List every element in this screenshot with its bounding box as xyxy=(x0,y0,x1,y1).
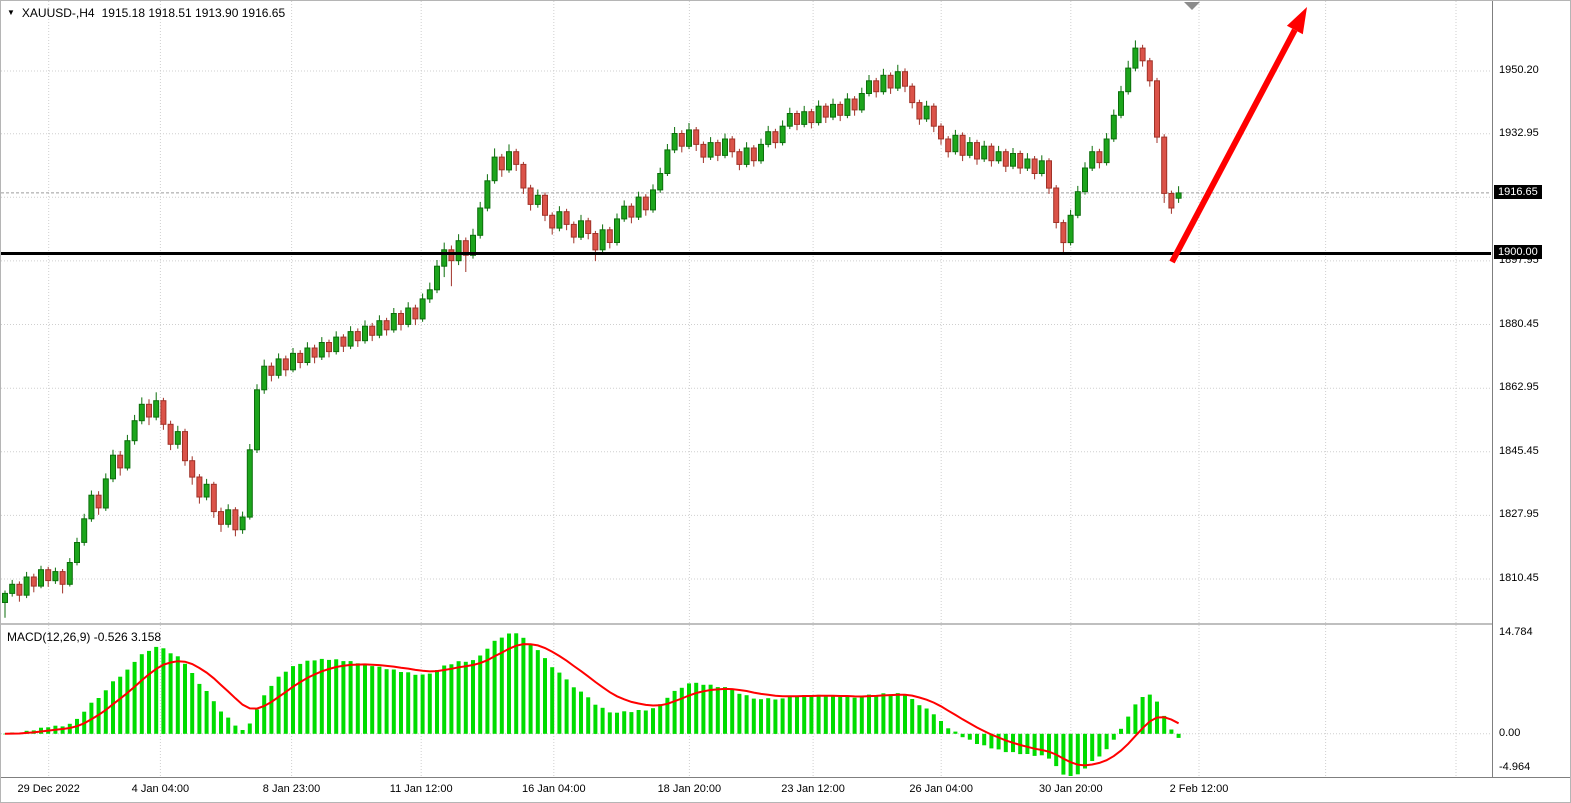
price-tick-label: 1862.95 xyxy=(1499,381,1539,393)
symbol-ohlc-readout: 1915.18 1918.51 1913.90 1916.65 xyxy=(101,6,286,20)
time-tick-label: 4 Jan 04:00 xyxy=(131,783,190,795)
time-tick-label: 8 Jan 23:00 xyxy=(262,783,321,795)
price-tick-label: 1932.95 xyxy=(1499,127,1539,139)
symbol-dropdown-icon[interactable]: ▼ xyxy=(7,8,15,17)
plot-area[interactable]: ▼ XAUUSD-,H4 1915.18 1918.51 1913.90 191… xyxy=(1,1,1492,777)
macd-tick-label: -4.964 xyxy=(1499,761,1531,773)
time-tick-label: 30 Jan 20:00 xyxy=(1039,783,1103,795)
time-tick-label: 2 Feb 12:00 xyxy=(1169,783,1229,795)
price-tick-label: 1810.45 xyxy=(1499,572,1539,584)
time-tick-label: 11 Jan 12:00 xyxy=(389,783,453,795)
macd-indicator-label: MACD(12,26,9) -0.526 3.158 xyxy=(7,630,162,644)
chart-canvas[interactable] xyxy=(1,1,1492,777)
hline-price-badge: 1900.00 xyxy=(1494,245,1542,259)
price-tick-label: 1880.45 xyxy=(1499,318,1539,330)
current-price-badge: 1916.65 xyxy=(1494,185,1542,199)
grid-lines xyxy=(1,1,1491,776)
macd-tick-label: 0.00 xyxy=(1499,727,1521,739)
price-tick-label: 1845.45 xyxy=(1499,445,1539,457)
chart-shift-marker-icon[interactable] xyxy=(1184,2,1200,10)
time-tick-label: 18 Jan 20:00 xyxy=(657,783,722,795)
time-tick-label: 16 Jan 04:00 xyxy=(521,783,586,795)
time-axis[interactable]: 29 Dec 2022 4 Jan 04:00 8 Jan 23:00 11 Jan … xyxy=(1,777,1570,802)
macd-signal-line xyxy=(4,643,1180,767)
symbol-title: XAUUSD-,H4 xyxy=(21,6,95,20)
candlestick-series xyxy=(2,40,1182,618)
macd-tick-label: 14.784 xyxy=(1499,626,1533,638)
price-tick-label: 1827.95 xyxy=(1499,508,1539,520)
time-tick-label: 29 Dec 2022 xyxy=(17,783,80,795)
trend-arrow[interactable] xyxy=(1169,7,1307,264)
time-tick-label: 26 Jan 04:00 xyxy=(909,783,973,795)
price-axis[interactable]: 1950.20 1932.95 1897.95 1880.45 1862.95 1845.… xyxy=(1492,1,1570,777)
time-tick-label: 23 Jan 12:00 xyxy=(781,783,845,795)
symbol-header: ▼ XAUUSD-,H4 1915.18 1918.51 1913.90 191… xyxy=(7,6,285,20)
macd-histogram xyxy=(3,633,1181,776)
price-tick-label: 1950.20 xyxy=(1499,64,1539,76)
